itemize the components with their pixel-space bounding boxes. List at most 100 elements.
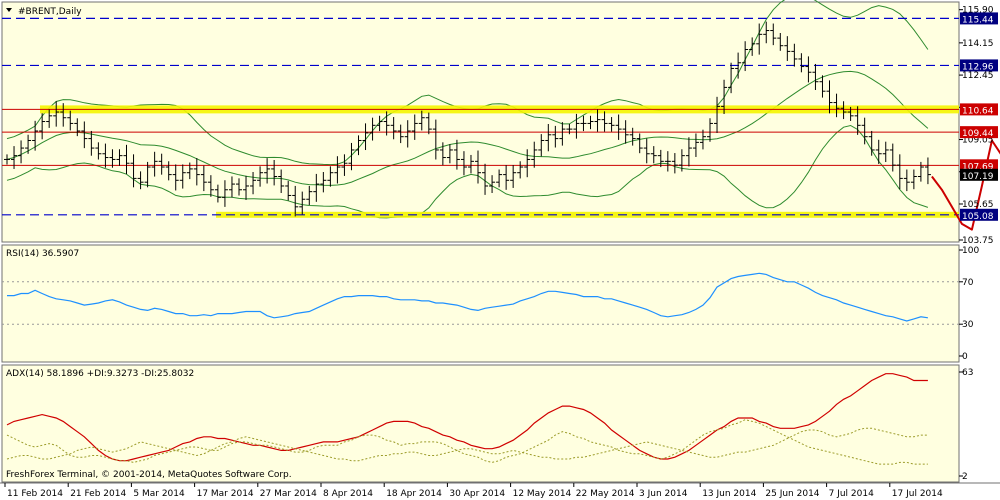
price-tag-box: [960, 12, 998, 25]
rsi-axis-label: 30: [962, 320, 974, 330]
price-bar: [699, 129, 706, 150]
price-bar: [250, 172, 257, 195]
support-zone-band: [216, 211, 959, 218]
price-bar: [299, 191, 306, 215]
price-bar: [622, 120, 629, 144]
price-bar: [235, 178, 242, 196]
price-bar: [397, 124, 404, 144]
price-bar: [467, 154, 474, 174]
price-bar: [116, 149, 123, 166]
price-bar: [475, 150, 482, 184]
adx-line: [6, 373, 928, 462]
price-bar: [439, 142, 446, 166]
price-bar: [228, 176, 235, 198]
time-axis-label: 18 Apr 2014: [386, 489, 442, 499]
time-axis-label: 13 Jun 2014: [702, 489, 756, 499]
price-bar: [692, 133, 699, 157]
time-axis-label: 27 Mar 2014: [260, 489, 317, 499]
price-tag-box: [960, 159, 998, 172]
price-bar: [74, 118, 81, 137]
price-bar: [805, 56, 812, 83]
price-bar: [432, 119, 439, 160]
price-bar: [207, 175, 214, 197]
price-bar: [264, 158, 271, 184]
price-axis-label: 115.90: [962, 6, 994, 16]
price-axis-label: 112.45: [962, 71, 994, 81]
price-bar: [334, 156, 341, 184]
price-bar: [348, 142, 355, 171]
price-bar: [88, 130, 95, 156]
bollinger-lower-band: [6, 124, 929, 219]
price-bar: [81, 121, 88, 149]
price-bar: [341, 154, 348, 176]
minus-di-line: [6, 427, 928, 462]
price-bar: [482, 163, 489, 195]
price-axis-label: 109.05: [962, 136, 994, 146]
time-axis-label: 12 May 2014: [513, 489, 572, 499]
price-bar: [580, 115, 587, 132]
time-axis-label: 30 Apr 2014: [449, 489, 505, 499]
time-axis-label: 5 Mar 2014: [133, 489, 185, 499]
price-bar: [460, 151, 467, 176]
footer-credit: FreshForex Terminal, © 2001-2014, MetaQu…: [6, 470, 292, 480]
price-bar: [889, 143, 896, 172]
price-bar: [685, 137, 692, 167]
rsi-title: RSI(14) 36.5907: [6, 249, 79, 259]
time-axis-label: 17 Mar 2014: [197, 489, 254, 499]
price-bar: [158, 153, 165, 175]
price-tag-box: [960, 59, 998, 72]
price-bar: [193, 158, 200, 186]
price-bar: [243, 175, 250, 200]
price-bar: [179, 164, 186, 189]
price-bar: [453, 139, 460, 170]
price-bar: [601, 111, 608, 132]
price-bar: [903, 169, 910, 192]
price-bar: [503, 165, 510, 190]
price-tag-label: 107.69: [962, 162, 994, 172]
price-tag-label: 112.96: [962, 62, 994, 72]
price-bar: [650, 146, 657, 164]
price-bar: [67, 110, 74, 131]
price-bar: [517, 161, 524, 179]
time-axis-label: 8 Apr 2014: [323, 489, 373, 499]
price-tag-box: [960, 103, 998, 116]
price-bar: [615, 114, 622, 140]
price-bar: [376, 115, 383, 132]
price-axis-label: 105.65: [962, 200, 994, 210]
time-axis-label: 7 Jul 2014: [829, 489, 874, 499]
price-bar: [172, 164, 179, 191]
price-bar: [566, 123, 573, 135]
price-bar: [60, 103, 67, 127]
price-bar: [355, 135, 362, 156]
price-bar: [102, 143, 109, 168]
price-bar: [221, 180, 228, 207]
price-bar: [137, 171, 144, 190]
price-bar: [46, 109, 53, 128]
price-tag-label: 109.44: [962, 129, 994, 139]
price-axis-label: 103.75: [962, 236, 994, 246]
price-bar: [313, 173, 320, 202]
price-bar: [756, 23, 763, 55]
price-bar: [749, 37, 756, 56]
price-bar: [165, 161, 172, 181]
price-bar: [742, 41, 749, 72]
time-axis-label: 22 May 2014: [576, 489, 635, 499]
price-bar: [826, 80, 833, 114]
price-bar: [924, 157, 931, 185]
price-bar: [833, 93, 840, 118]
price-bar: [763, 21, 770, 44]
price-bar: [657, 149, 664, 168]
time-axis-label: 3 Jun 2014: [639, 489, 688, 499]
price-bar: [721, 79, 728, 115]
price-bar: [151, 151, 158, 177]
price-tag-115.44: 115.44: [960, 12, 998, 25]
price-bar: [489, 175, 496, 193]
price-bar: [875, 139, 882, 164]
price-tag-box: [960, 208, 998, 221]
indicator-pane-2: [1, 244, 960, 363]
price-bar: [594, 109, 601, 132]
time-axis-label: 17 Jul 2014: [892, 489, 943, 499]
price-bar: [109, 149, 116, 168]
price-bar: [896, 154, 903, 190]
